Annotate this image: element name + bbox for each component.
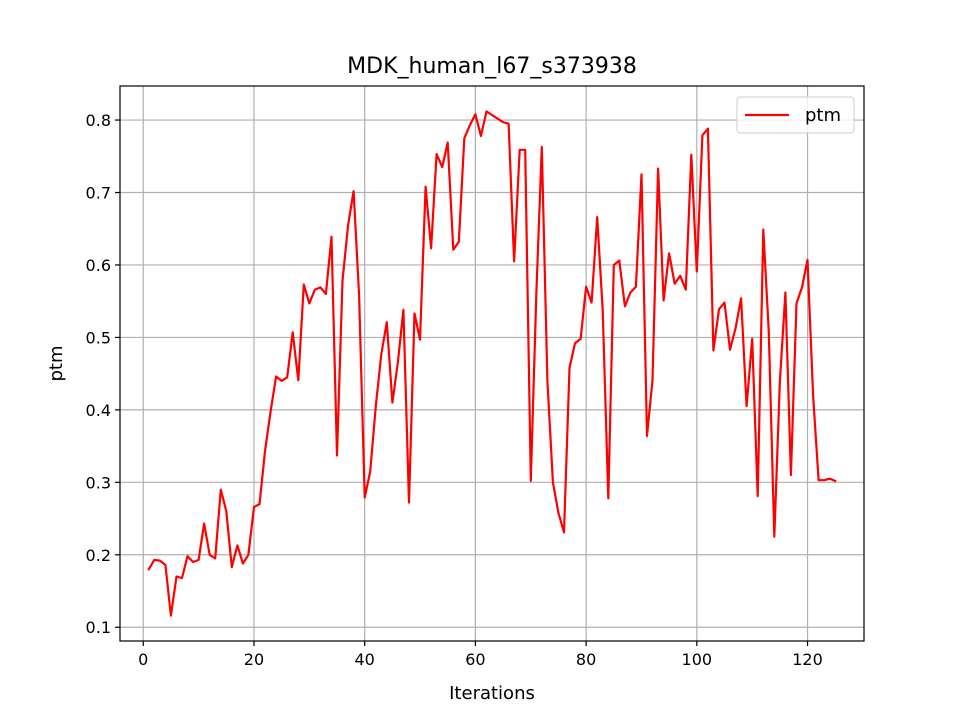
series-line-ptm [147, 110, 837, 617]
grid-lines [120, 86, 864, 641]
y-axis-label: ptm [46, 345, 67, 381]
y-tick-label: 0.6 [86, 256, 111, 275]
x-tick-label: 40 [354, 650, 374, 669]
axis-ticks: 0 20 40 60 80 100 120 0.1 0.2 0.3 0.4 0.5 0.6 0.7 0.8 [86, 111, 823, 669]
x-axis-label: Iterations [449, 683, 535, 704]
series-layer [147, 110, 837, 617]
y-tick-label: 0.2 [86, 546, 111, 565]
x-tick-label: 80 [576, 650, 596, 669]
x-tick-label: 20 [244, 650, 264, 669]
plot-frame [119, 85, 865, 642]
x-tick-label: 100 [682, 650, 713, 669]
y-tick-label: 0.7 [86, 184, 111, 203]
y-tick-label: 0.3 [86, 473, 111, 492]
x-tick-label: 60 [465, 650, 485, 669]
y-tick-label: 0.1 [86, 618, 111, 637]
legend-label: ptm [805, 105, 841, 126]
x-tick-label: 120 [792, 650, 823, 669]
y-tick-label: 0.8 [86, 111, 111, 130]
legend-box [736, 96, 855, 134]
chart-title: MDK_human_l67_s373938 [347, 54, 637, 79]
y-tick-label: 0.4 [86, 401, 111, 420]
x-tick-label: 0 [138, 650, 148, 669]
y-tick-label: 0.5 [86, 328, 111, 347]
legend: ptm [736, 96, 855, 134]
